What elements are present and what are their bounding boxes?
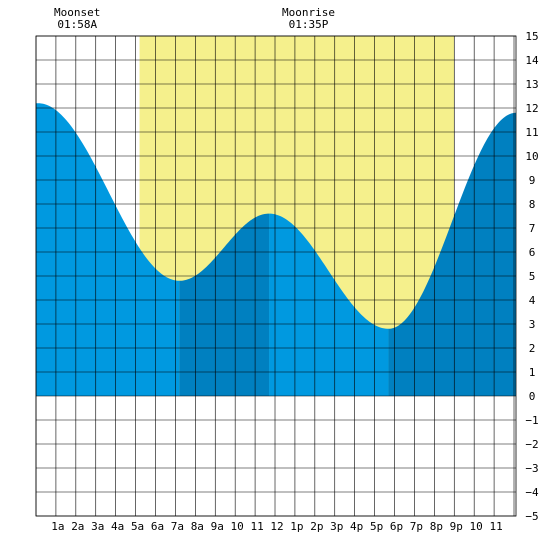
- x-tick-label: 7a: [171, 520, 184, 533]
- y-tick-label: 4: [529, 294, 536, 307]
- moonset-label: Moonset: [54, 6, 100, 19]
- y-tick-label: 12: [525, 102, 538, 115]
- tide-segment-2: [179, 213, 270, 396]
- x-tick-label: 10: [231, 520, 244, 533]
- x-tick-label: 3a: [91, 520, 104, 533]
- x-tick-label: 8a: [191, 520, 204, 533]
- y-tick-label: −3: [525, 462, 538, 475]
- x-tick-label: 4p: [350, 520, 363, 533]
- y-tick-label: 2: [529, 342, 536, 355]
- y-tick-label: 13: [525, 78, 538, 91]
- y-tick-label: 14: [525, 54, 539, 67]
- tide-area: [36, 103, 516, 397]
- x-tick-label: 9a: [211, 520, 224, 533]
- y-tick-label: 9: [529, 174, 536, 187]
- y-tick-label: 6: [529, 246, 536, 259]
- plot-frame: [35, 35, 517, 517]
- x-tick-label: 7p: [410, 520, 423, 533]
- x-tick-label: 1a: [51, 520, 64, 533]
- y-tick-label: 0: [529, 390, 536, 403]
- tide-segment-3: [269, 213, 389, 396]
- x-tick-label: 2a: [71, 520, 84, 533]
- x-tick-label: 11: [489, 520, 502, 533]
- x-tick-label: 2p: [310, 520, 323, 533]
- x-tick-label: 12: [270, 520, 283, 533]
- x-tick-label: 9p: [450, 520, 463, 533]
- y-tick-label: 3: [529, 318, 536, 331]
- y-tick-label: 11: [525, 126, 538, 139]
- y-tick-label: −5: [525, 510, 538, 523]
- x-tick-label: 5a: [131, 520, 144, 533]
- y-tick-label: 7: [529, 222, 536, 235]
- y-tick-label: 10: [525, 150, 538, 163]
- y-tick-label: 15: [525, 30, 538, 43]
- x-tick-label: 1p: [290, 520, 303, 533]
- y-tick-label: 8: [529, 198, 536, 211]
- x-tick-label: 11: [250, 520, 263, 533]
- x-tick-labels: 1a 2a 3a 4a 5a 6a 7a 8a 9a 10 11 12 1p 2p 3p 4p 5p 6p 7p 8p…: [51, 520, 502, 533]
- x-tick-label: 6a: [151, 520, 164, 533]
- x-tick-label: 3p: [330, 520, 343, 533]
- x-tick-label: 6p: [390, 520, 403, 533]
- x-tick-label: 5p: [370, 520, 383, 533]
- moonrise-label: Moonrise: [282, 6, 335, 19]
- x-tick-label: 8p: [430, 520, 443, 533]
- y-tick-label: 1: [529, 366, 536, 379]
- y-tick-label: −1: [525, 414, 538, 427]
- moonset-time: 01:58A: [57, 18, 97, 31]
- tide-segment-1: [36, 103, 180, 396]
- tide-segment-4: [388, 112, 516, 397]
- y-tick-label: −2: [525, 438, 538, 451]
- moonrise-time: 01:35P: [289, 18, 329, 31]
- x-tick-label: 4a: [111, 520, 124, 533]
- grid-lines: [35, 35, 517, 517]
- moon-events: Moonset 01:58A Moonrise 01:35P: [54, 6, 335, 31]
- x-tick-label: 10: [470, 520, 483, 533]
- y-tick-label: −4: [525, 486, 539, 499]
- y-tick-label: 5: [529, 270, 536, 283]
